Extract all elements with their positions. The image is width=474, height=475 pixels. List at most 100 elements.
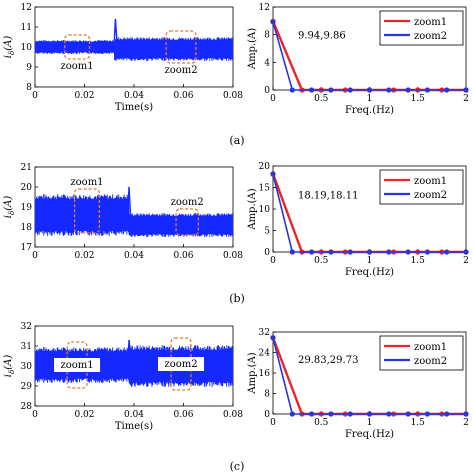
panel-c-fft-series-zoom2-point	[386, 411, 392, 417]
panel-b-fft-series-zoom2-point	[309, 249, 315, 255]
panel-a-fft-legend	[379, 10, 464, 46]
panel-c-fft-series-zoom2-point	[347, 411, 353, 417]
panel-a-time-ylabel: iδ(A)	[3, 36, 16, 59]
panel-b-time-xtick-label: 0.08	[223, 251, 243, 261]
panel-b-fft-legend	[379, 169, 464, 205]
panel-c-time-ylabel-text: iδ(A)	[3, 355, 16, 378]
panel-b-fft-series-zoom2-point	[270, 171, 276, 177]
panel-a-time-ylabel-text: iδ(A)	[3, 36, 16, 59]
panel-b-fft-ytick-label: 15	[259, 184, 271, 194]
panel-c-fft-series-zoom2-point	[424, 411, 430, 417]
panel-b-time-ytick-label: 19	[21, 203, 33, 213]
caption-b: (b)	[229, 292, 245, 305]
panel-a-time-xtick-label: 0.04	[124, 91, 144, 101]
panel-b-time-ylabel: iδ(A)	[3, 196, 16, 219]
panel-c-time-ytick-label: 29	[21, 382, 33, 392]
panel-a-fft-series-zoom2-point	[309, 87, 315, 93]
panel-a-fft-legend-label-zoom2: zoom2	[414, 31, 447, 42]
panel-a-fft-xlabel: Freq.(Hz)	[345, 105, 394, 116]
panel-b-fft-legend-label-zoom2: zoom2	[414, 190, 447, 201]
panel-b-time-ytick-label: 20	[21, 183, 33, 193]
panel-b-time-zoom-label: zoom1	[70, 177, 103, 188]
panel-a-fft-series-zoom2-point	[386, 87, 392, 93]
panel-b-fft-series-zoom2-point	[386, 249, 392, 255]
panel-c-time-transient-rise	[126, 339, 130, 366]
panel-c-time-xtick-label: 0.04	[124, 410, 144, 420]
panel-a-time-xtick-label: 0	[32, 91, 38, 101]
panel-c-fft-series-zoom2-point	[309, 411, 315, 417]
panel-c-fft-xtick-label: 2	[463, 418, 469, 428]
panel-a-time-ytick-label: 9	[26, 63, 32, 73]
panel-c-fft-series-zoom2-point	[444, 411, 450, 417]
panel-a-fft-xtick-label: 0.5	[314, 94, 329, 104]
panel-a-fft-xtick-label: 0	[270, 94, 276, 104]
panel-b-time-signal-line	[35, 194, 233, 238]
panel-b-fft-ytick-label: 20	[259, 162, 271, 172]
panel-b-time-zoom-box	[175, 208, 199, 236]
panel-c-fft-ytick-label: 0	[264, 410, 270, 420]
panel-a-time-zoom-label: zoom2	[164, 65, 197, 76]
panel-c-fft-xtick-label: 1.5	[411, 418, 426, 428]
panel-b-fft-series-zoom2-point	[328, 249, 334, 255]
panel-a-fft-series-zoom2-point	[444, 87, 450, 93]
panel-b-fft-series-zoom2-point	[347, 249, 353, 255]
panel-a-fft-series-zoom2-point	[405, 87, 411, 93]
panel-b-time-xtick-label: 0	[32, 251, 38, 261]
panel-c-time-xtick-label: 0	[32, 410, 38, 420]
panel-a-time-xtick-label: 0.06	[173, 91, 193, 101]
panel-a-time-signal-line	[35, 37, 233, 62]
panel-c-fft-xtick-label: 1	[367, 418, 373, 428]
panel-b-fft-series-zoom2-point	[366, 249, 373, 255]
panel-c-time-ylabel: iδ(A)	[3, 355, 16, 378]
panel-b-fft-series-zoom2-point	[424, 249, 430, 255]
panel-b-fft-xtick-label: 2	[463, 256, 469, 266]
panel-b-time-xtick-label: 0.04	[124, 251, 144, 261]
panel-c-fft-ytick-label: 8	[264, 390, 270, 400]
panel-a-fft-ylabel: Amp.(A)	[247, 28, 258, 70]
panel-a-fft-series-zoom2-point	[463, 87, 469, 93]
panel-b-time-ylabel-text: iδ(A)	[3, 196, 16, 219]
panel-a-fft-xtick-label: 1.5	[411, 94, 426, 104]
panel-b-fft-xlabel: Freq.(Hz)	[345, 267, 394, 278]
panel-a-time-zoom-box	[165, 30, 197, 64]
panel-a-time-xtick-label: 0.08	[223, 91, 243, 101]
panel-a-time-zoom-label: zoom1	[60, 61, 93, 72]
caption-a: (a)	[229, 134, 244, 147]
panel-a-time-xtick-label: 0.02	[74, 91, 94, 101]
panel-c-time-xtick-label: 0.02	[74, 410, 94, 420]
panel-a-time-ytick-label: 12	[21, 3, 32, 13]
panel-c-time-zoom-label-bg	[158, 357, 205, 371]
panel-b-time-ytick-label: 21	[21, 163, 32, 173]
panel-a-time-ytick-label: 8	[26, 83, 32, 93]
panel-a-fft-ytick-label: 4	[264, 58, 270, 68]
panel-b-time-zoom-box	[73, 188, 100, 234]
panel-a-fft-xtick-label: 2	[463, 94, 469, 104]
panel-b-fft-value-annotation: 18.19,18.11	[298, 191, 358, 202]
panel-a-time-ytick-label: 10	[21, 43, 33, 53]
panel-b-fft-series-zoom2-point	[463, 249, 469, 255]
caption-c: (c)	[230, 460, 245, 473]
panel-b-fft-series-zoom2-point	[289, 249, 295, 255]
panel-c-time-zoom-label: zoom2	[164, 359, 197, 370]
panel-a-fft-ylabel-text: Amp.(A)	[247, 28, 258, 70]
panel-b-time-xtick-label: 0.06	[173, 251, 193, 261]
panel-a-fft-legend-label-zoom1: zoom1	[414, 17, 447, 28]
panel-b-fft-xtick-label: 0.5	[314, 256, 329, 266]
panel-b-time-ytick-label: 18	[21, 223, 33, 233]
panel-c-time-zoom-label-bg	[54, 358, 101, 372]
panel-c-fft-xlabel: Freq.(Hz)	[345, 429, 394, 440]
panel-c-time-zoom-label: zoom1	[60, 360, 93, 371]
panel-c-fft-legend-label-zoom2: zoom2	[414, 356, 447, 367]
panel-a-fft-xtick-label: 1	[367, 94, 373, 104]
panel-c-fft-series-zoom2-point	[289, 411, 295, 417]
panel-b-fft-ylabel-text: Amp.(A)	[247, 188, 258, 230]
panel-a-fft-ytick-label: 12	[259, 3, 270, 13]
panel-a-fft-value-annotation: 9.94,9.86	[298, 31, 346, 42]
panel-c-fft-ytick-label: 32	[259, 328, 270, 338]
panel-a-fft-series-zoom2-point	[347, 87, 353, 93]
panel-a-fft-ytick-label: 0	[264, 86, 270, 96]
panel-c-time-xlabel: Time(s)	[115, 421, 153, 432]
panel-a-fft-series-zoom2-point	[424, 87, 430, 93]
panel-a-fft-series-zoom2-point	[366, 87, 373, 93]
